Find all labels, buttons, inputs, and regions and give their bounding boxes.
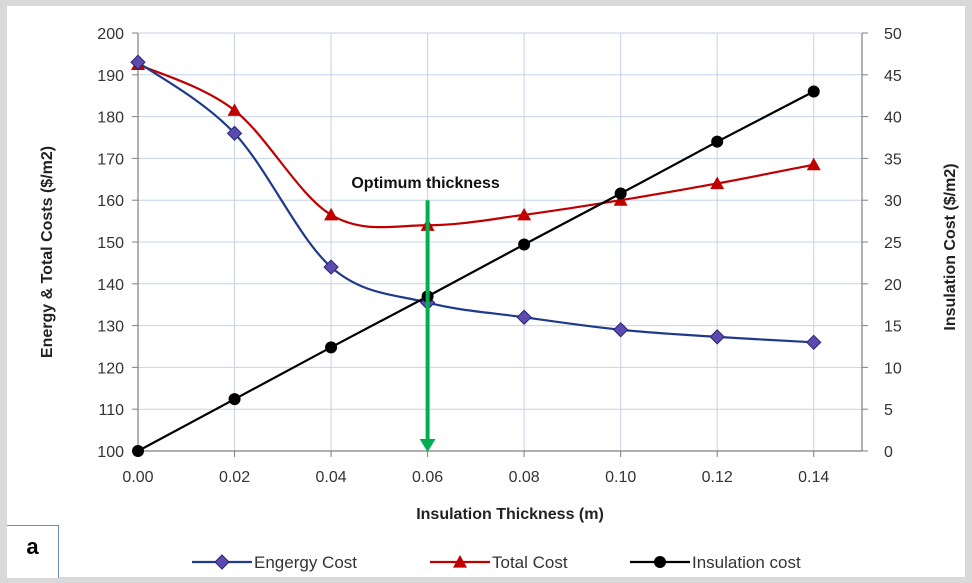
legend-engergy-cost-marker [214,554,230,570]
y-tick-label: 110 [98,402,124,419]
tick-labels: 100 110 120 130 140 150 160 170 180 190 200 0 5 10 15 2… [97,26,902,486]
total-cost-point [517,207,532,221]
insulation-cost-point [325,341,338,354]
y-tick-label: 170 [97,151,124,168]
legend: Engergy Cost Total Cost Insulation cost [192,553,801,572]
y2-tick-label: 25 [884,235,902,252]
insulation-cost-point [228,393,241,406]
engergy-cost-point [130,54,146,70]
engergy-cost-point [323,259,339,275]
total-cost-line [137,63,814,229]
y2-tick-label: 40 [884,110,902,127]
y-tick-label: 180 [97,110,124,127]
legend-insulation-cost-label: Insulation cost [692,553,801,572]
engergy-cost-line [137,61,814,344]
x-axis-title: Insulation Thickness (m) [416,506,604,523]
y-tick-label: 150 [97,235,124,252]
y2-tick-label: 30 [884,193,902,210]
legend-total-cost-label: Total Cost [492,553,568,572]
x-tick-label: 0.14 [798,469,829,486]
x-tick-label: 0.08 [509,469,540,486]
engergy-cost-point [709,329,725,345]
panel-label-box: a [7,525,59,578]
y2-tick-label: 10 [884,360,902,377]
y2-tick-label: 5 [884,402,893,419]
series-lines [137,61,815,452]
insulation-cost-point [132,445,144,457]
axes [132,32,868,457]
insulation-cost-point [518,238,531,251]
chart-frame [7,6,965,577]
gridlines [137,32,862,452]
x-tick-label: 0.12 [702,469,733,486]
x-tick-label: 0.00 [122,469,153,486]
y2-tick-label: 35 [884,151,902,168]
y-tick-label: 160 [97,193,124,210]
y-tick-label: 120 [97,360,124,377]
y-tick-label: 130 [97,319,124,336]
optimum-annotation: Optimum thickness [351,175,500,452]
y-tick-label: 100 [97,444,124,461]
total-cost-point [227,103,242,116]
total-cost-point [324,207,339,221]
optimum-arrowhead [419,439,436,452]
x-tick-label: 0.02 [219,469,250,486]
y-tick-label: 140 [97,277,124,294]
optimum-label: Optimum thickness [351,175,500,192]
y2-tick-label: 50 [884,26,902,43]
y2-tick-label: 0 [884,444,893,461]
engergy-cost-point [612,322,629,338]
legend-insulation-cost-marker [654,556,666,568]
insulation-cost-point [614,187,627,200]
x-tick-label: 0.04 [315,469,346,486]
total-cost-point [806,157,821,171]
y2-tick-label: 45 [884,68,902,85]
total-cost-point [710,176,725,190]
y2-axis-title: Insulation Cost ($/m2) [942,163,959,330]
y2-tick-label: 15 [884,319,902,336]
legend-total-cost-marker [453,555,467,568]
legend-engergy-cost-label: Engergy Cost [254,553,357,572]
engergy-cost-point [806,334,822,351]
engergy-cost-point [516,309,532,325]
insulation-cost-line [137,90,815,452]
engergy-cost-point [226,125,243,142]
y-tick-label: 190 [97,68,124,85]
x-tick-label: 0.10 [605,469,636,486]
insulation-cost-point [711,135,724,148]
panel-label: a [26,534,39,559]
y2-tick-label: 20 [884,277,902,294]
y-tick-label: 200 [97,26,124,43]
x-tick-label: 0.06 [412,469,443,486]
y-axis-title: Energy & Total Costs ($/m2) [39,146,56,358]
insulation-cost-point [807,85,820,98]
